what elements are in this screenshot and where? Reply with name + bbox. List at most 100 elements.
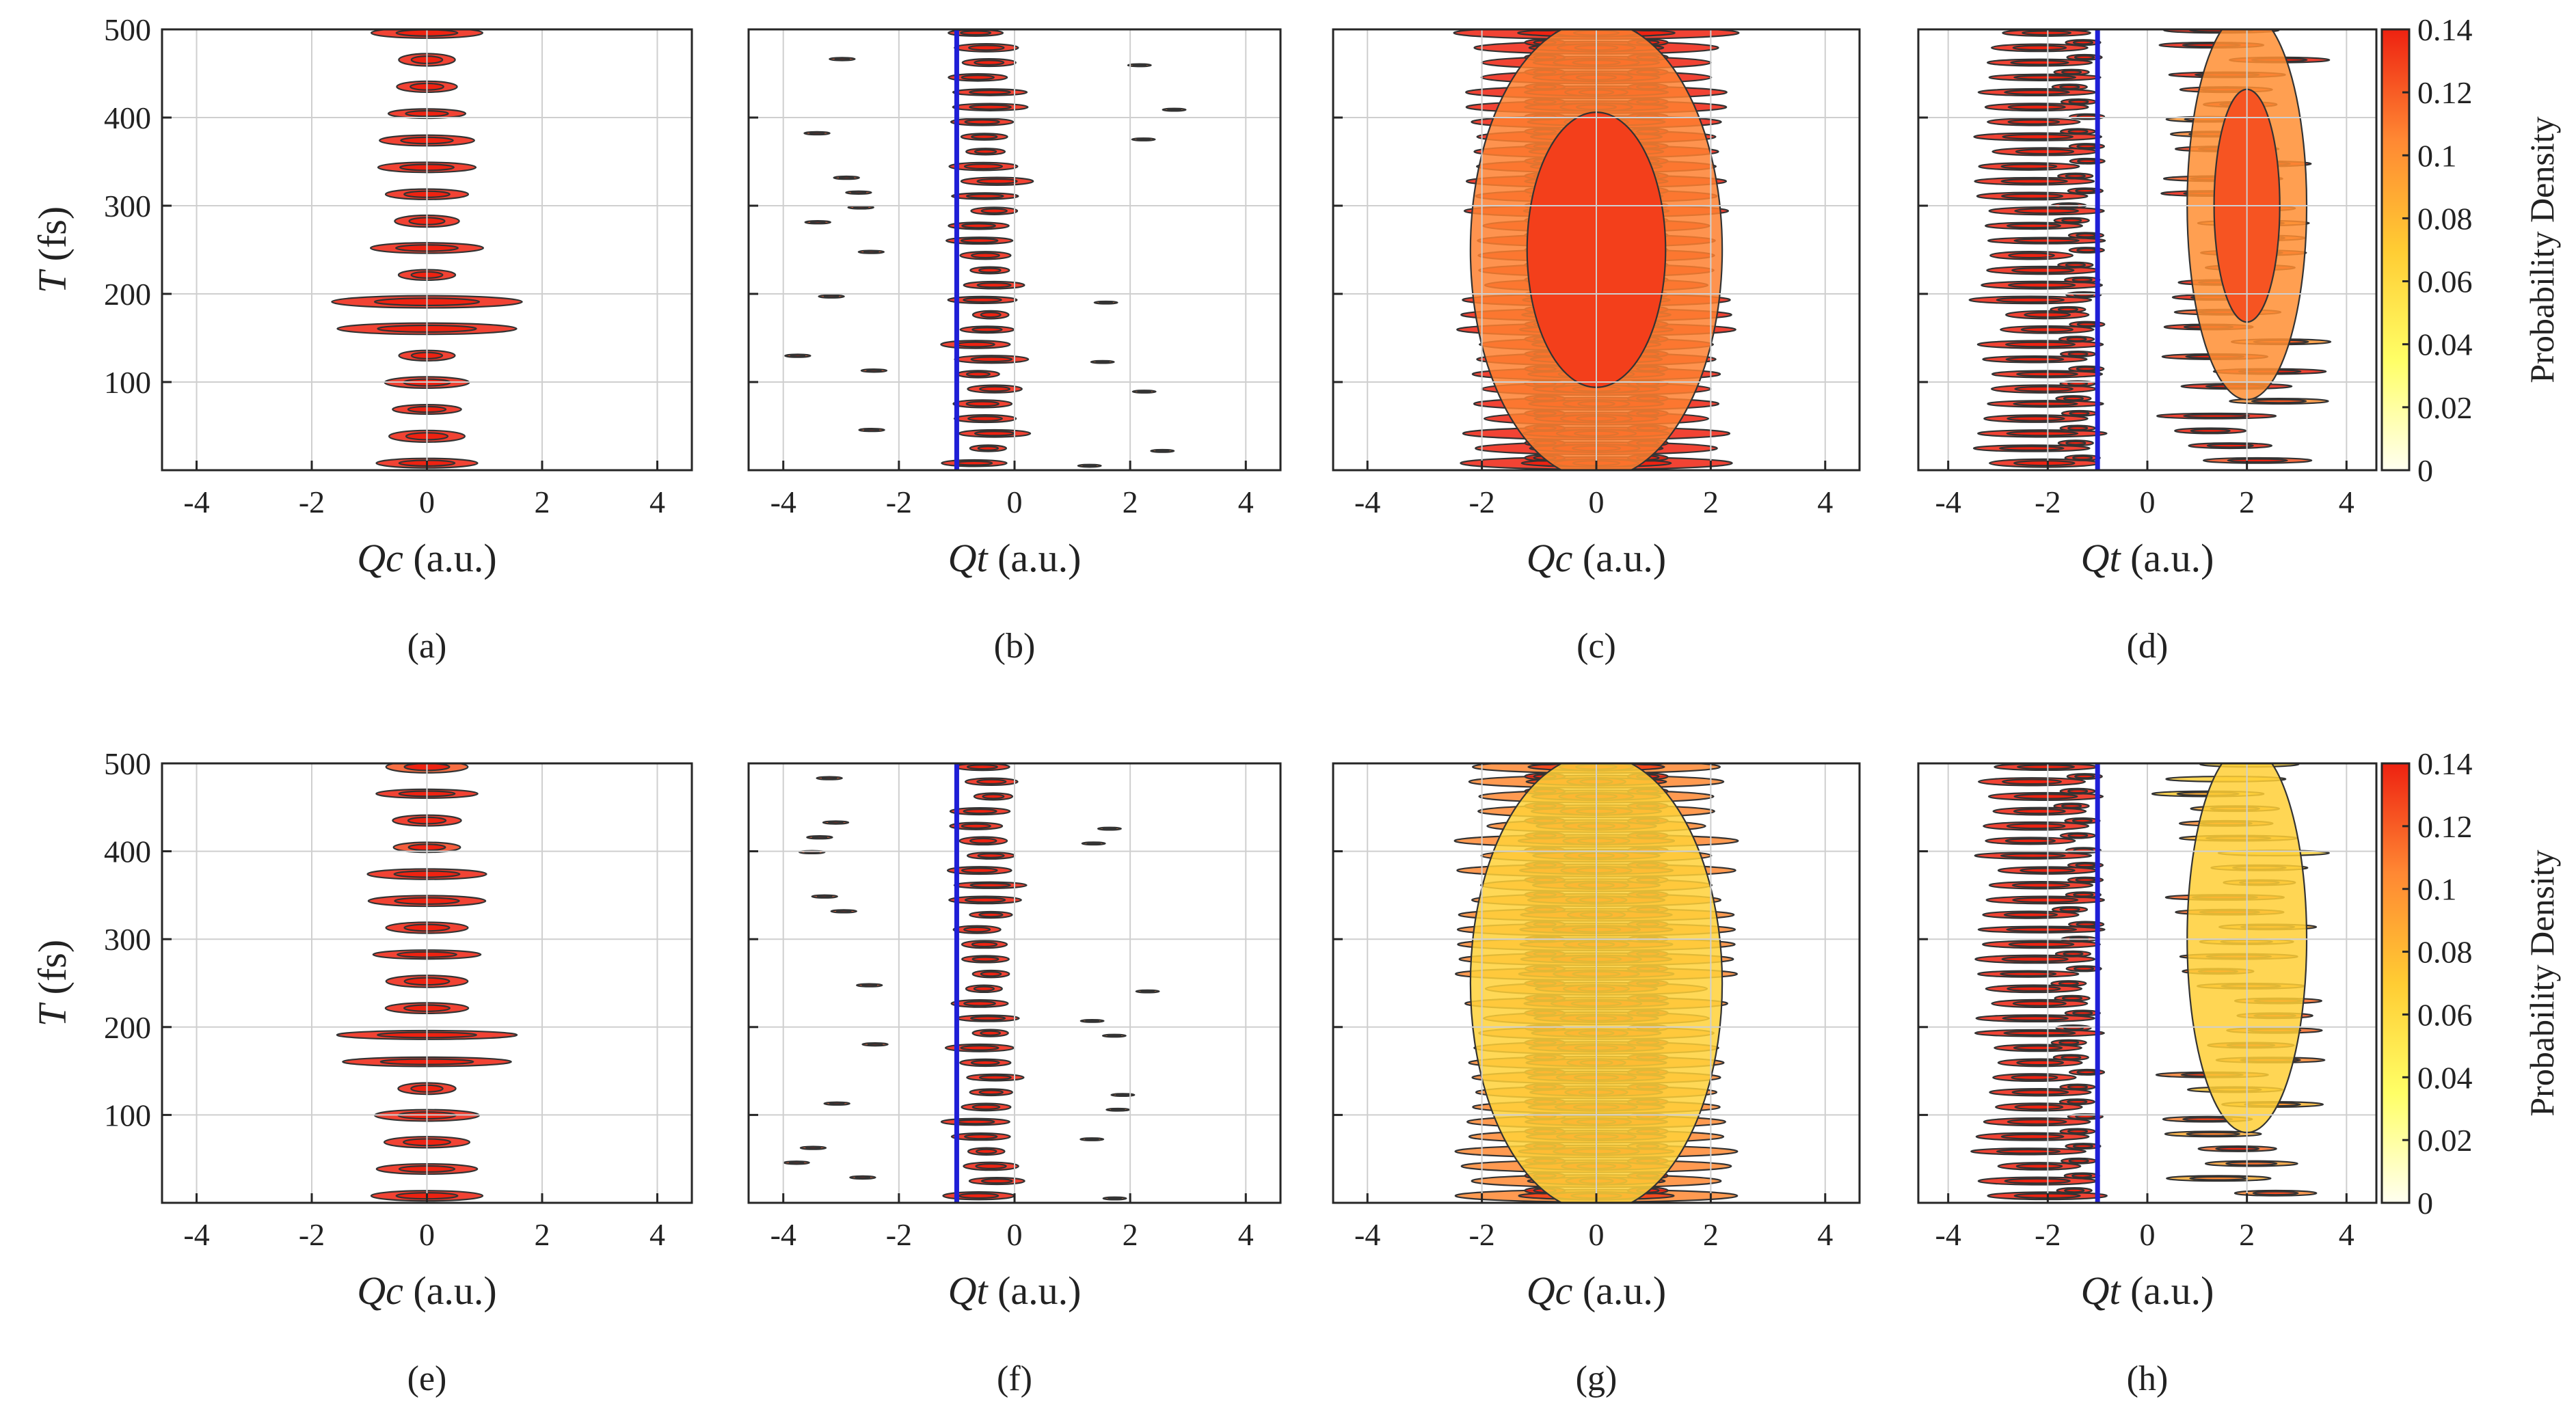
contour-line — [2007, 985, 2061, 992]
contour-line — [853, 206, 869, 209]
contour-line — [2063, 951, 2084, 957]
contour-line — [835, 910, 852, 913]
contour-line — [866, 368, 882, 372]
x-tick-label: 0 — [1589, 485, 1605, 519]
contour-line — [2057, 439, 2094, 447]
contour-line — [2206, 443, 2254, 448]
contour-line — [2189, 1175, 2249, 1181]
contour-line — [963, 297, 1002, 303]
contour-line — [965, 371, 991, 377]
y-axis-label: T (fs) — [30, 206, 75, 293]
panel-c: -4 -2 0 2 4 Qc (a.u.) (c) — [1332, 28, 1861, 666]
contour-line — [969, 882, 1011, 888]
contour-line — [2076, 232, 2097, 238]
contour-line — [971, 310, 1010, 320]
contour-line — [971, 134, 998, 140]
contour-line — [2061, 996, 2083, 1001]
y-tick-label: 300 — [104, 922, 151, 957]
x-tick-label: -4 — [1935, 1217, 1961, 1252]
x-tick-label: 0 — [419, 485, 435, 519]
contour-line — [2068, 143, 2105, 150]
x-axis-variable: Qt — [948, 536, 989, 580]
contour-line — [960, 30, 992, 36]
contour-line — [1995, 1102, 2083, 1112]
contour-line — [946, 866, 1012, 875]
contour-line — [944, 1043, 1015, 1052]
contour-line — [2011, 267, 2075, 273]
x-tick-label: 2 — [1703, 1217, 1719, 1252]
x-axis-variable: Qc — [1527, 536, 1573, 580]
panel-d: -4 -2 0 2 4 Qt (a.u.) (d) — [1917, 28, 2378, 666]
contour-line — [2077, 159, 2098, 164]
contour-line — [961, 940, 1008, 949]
contour-line — [2000, 163, 2058, 169]
contour-line — [961, 223, 996, 229]
x-axis-variable: Qc — [1527, 1268, 1573, 1313]
contour-line — [1981, 280, 2104, 290]
contour-line — [940, 340, 1011, 349]
contour-line — [969, 1016, 1006, 1021]
contour-line — [2068, 247, 2105, 254]
panel-g: -4 -2 0 2 4 Qc (a.u.) (g) — [1332, 762, 1861, 1398]
contour-line — [1999, 446, 2065, 451]
contour-line — [973, 792, 1014, 801]
x-tick-label: 2 — [1703, 485, 1719, 519]
colorbar-tick-label: 0.04 — [2417, 327, 2473, 362]
contour-line — [977, 853, 1005, 858]
panel-caption: (f) — [997, 1359, 1032, 1398]
contour-line — [2002, 133, 2074, 140]
contour-line — [1987, 236, 2106, 245]
contour-line — [2016, 1059, 2065, 1066]
contour-line — [969, 90, 1011, 95]
contour-line — [1985, 895, 2106, 905]
contour-line — [1974, 852, 2093, 860]
contour-line — [2074, 774, 2095, 779]
contour-line — [2251, 398, 2307, 404]
x-axis-label: Qt (a.u.) — [948, 536, 1082, 580]
contour-line — [2067, 1113, 2104, 1120]
x-tick-label: 2 — [534, 485, 550, 519]
contour-line — [956, 1119, 995, 1125]
contour-line — [2067, 187, 2104, 195]
contour-line — [2005, 356, 2065, 362]
contour-line — [2067, 789, 2089, 794]
colorbar-label: Probability Density — [2523, 116, 2561, 383]
contour-line — [950, 1132, 1011, 1141]
contour-line — [1985, 984, 2083, 994]
contour-line — [959, 1058, 1012, 1068]
contour-line — [2072, 1143, 2094, 1149]
contour-line — [1972, 444, 2091, 452]
contour-line — [952, 88, 1028, 96]
contour-line — [2229, 398, 2329, 405]
contour-line — [964, 1134, 998, 1140]
contour-line — [855, 1175, 871, 1180]
contour-line — [2014, 208, 2079, 215]
contour-line — [961, 74, 995, 81]
contour-line — [805, 1146, 821, 1150]
panel-caption: (a) — [407, 627, 447, 666]
contour-line — [2058, 336, 2095, 343]
x-tick-label: 0 — [419, 1217, 435, 1252]
y-tick-label: 400 — [104, 100, 151, 135]
contour-line — [834, 57, 850, 61]
contour-line — [1628, 763, 1667, 766]
contour-line — [948, 895, 1022, 905]
x-tick-label: -4 — [770, 1217, 796, 1252]
y-tick-label: 500 — [104, 746, 151, 781]
contour-line — [2076, 1070, 2097, 1075]
contour-line — [838, 176, 855, 180]
contour-line — [956, 341, 995, 348]
contour-line — [2003, 1030, 2076, 1036]
y-tick-label: 300 — [104, 189, 151, 223]
contour-line — [2067, 876, 2104, 884]
contour-line — [2225, 1161, 2278, 1166]
x-tick-label: -2 — [299, 485, 325, 519]
contour-line — [863, 428, 880, 432]
contour-line — [2013, 460, 2076, 467]
contour-line — [2190, 428, 2231, 433]
contour-line — [2186, 1131, 2240, 1137]
contour-line — [2006, 431, 2079, 437]
contour-line — [958, 1193, 999, 1199]
contour-line — [2000, 1133, 2065, 1140]
contour-line — [971, 327, 1003, 333]
